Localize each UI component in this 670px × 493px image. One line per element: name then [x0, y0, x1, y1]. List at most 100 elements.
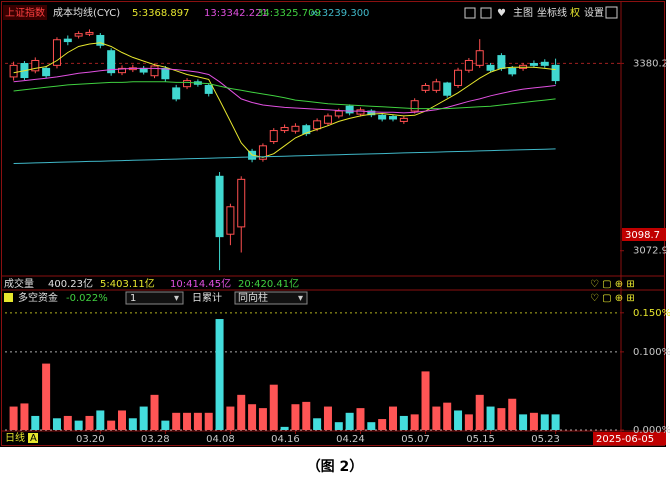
legend-entry: 34:3325.709 — [257, 8, 321, 19]
indicator-name[interactable]: 成本均线(CYC) — [53, 6, 120, 19]
candle-body — [421, 84, 430, 91]
fund-label: 多空资金 — [18, 291, 58, 304]
bar — [248, 404, 257, 430]
style-select[interactable] — [234, 291, 308, 305]
candle-body — [63, 38, 72, 43]
bar — [443, 402, 452, 430]
candle-body — [378, 114, 387, 120]
ma-line — [13, 81, 556, 110]
candle-body — [237, 178, 246, 228]
candle-body — [215, 175, 224, 238]
bar — [454, 410, 463, 430]
period-select[interactable] — [125, 291, 184, 305]
caption: （图 2） — [307, 459, 364, 475]
candle-body — [107, 50, 116, 74]
candle-body — [85, 31, 94, 35]
bar — [529, 412, 538, 430]
bar — [237, 394, 246, 430]
bar — [323, 406, 332, 430]
bar — [9, 406, 18, 430]
candle-body — [302, 125, 311, 135]
expand-icon[interactable] — [605, 6, 618, 19]
bar — [31, 415, 40, 430]
candle-body — [529, 63, 538, 66]
adjust-label[interactable]: A — [30, 433, 37, 444]
y-tick-label: 0.150% — [633, 308, 670, 319]
bar — [508, 398, 517, 430]
toolbar-button[interactable]: 权 — [570, 6, 580, 19]
x-tick-label: 04.08 — [206, 434, 235, 445]
index-title: 上证指数 — [5, 6, 45, 19]
bar — [345, 412, 354, 430]
bar — [150, 394, 159, 430]
candle-body — [432, 81, 441, 91]
bar — [204, 412, 213, 430]
bar — [356, 408, 365, 430]
y-tick-label: 3380.2 — [633, 58, 668, 69]
candle-body — [74, 33, 83, 37]
period-label: 日线 — [5, 431, 25, 444]
candle-body — [486, 64, 495, 71]
title-box — [3, 5, 47, 20]
legend-entry: 13:3342.221 — [204, 8, 268, 19]
candle-body — [508, 67, 517, 75]
candle-body — [313, 120, 322, 130]
help-icon[interactable] — [4, 293, 13, 302]
candle-body — [172, 87, 181, 100]
candle-body — [540, 61, 549, 66]
bar — [475, 394, 484, 430]
x-tick-label: 04.16 — [271, 434, 300, 445]
volume-item: 5:403.11亿 — [100, 277, 155, 290]
bar — [183, 412, 192, 430]
bar — [291, 404, 300, 430]
select-arrow: ▾ — [298, 293, 303, 304]
bar — [85, 415, 94, 430]
period-select-value: 1 — [130, 293, 136, 304]
fund-current: -0.022% — [66, 293, 108, 304]
frame — [1, 1, 665, 446]
candle-body — [226, 206, 235, 235]
panel-icons[interactable]: ♡ ▢ ⊕ ⊞ — [590, 279, 635, 290]
bar — [280, 426, 289, 430]
ma-line — [13, 67, 556, 114]
zoom-out-icon[interactable] — [480, 7, 492, 19]
bar — [421, 371, 430, 430]
x-tick-label: 05.07 — [401, 434, 430, 445]
y-tick-label: 0.000% — [633, 425, 670, 436]
zoom-in-icon[interactable] — [464, 7, 476, 19]
bar — [313, 418, 322, 430]
bar — [20, 403, 29, 430]
bar — [399, 415, 408, 430]
favorite-icon[interactable]: ♥ — [497, 8, 506, 19]
toolbar-button[interactable]: 坐标线 — [537, 6, 567, 19]
toolbar-button[interactable]: 设置 — [584, 7, 604, 19]
candle-body — [31, 59, 40, 72]
candle-body — [497, 55, 506, 69]
candle-body — [389, 116, 397, 120]
candle-body — [52, 39, 61, 66]
bar — [497, 408, 506, 430]
bar — [302, 401, 311, 430]
candle-body — [410, 100, 419, 112]
candle-body — [454, 69, 463, 86]
candle-body — [204, 84, 213, 94]
mode-label: 日累计 — [192, 291, 222, 304]
cursor-date: 2025-06-05 — [596, 434, 654, 445]
volume-item: 400.23亿 — [48, 277, 93, 290]
bar — [410, 414, 419, 430]
toolbar-button[interactable]: 主图 — [513, 7, 533, 19]
candle-body — [334, 110, 343, 117]
price-marker-label: 3098.7 — [625, 230, 660, 241]
bar — [389, 406, 397, 430]
bar — [269, 384, 278, 430]
panel-icons[interactable]: ♡ ▢ ⊕ ⊞ — [590, 293, 635, 304]
candle-body — [161, 67, 170, 80]
ma-line — [13, 148, 556, 164]
legend-entry: ∞:3239.300 — [310, 8, 369, 19]
x-tick-label: 03.20 — [76, 434, 105, 445]
bar — [74, 420, 83, 430]
bar — [139, 406, 148, 430]
volume-item: 10:414.45亿 — [170, 277, 231, 290]
